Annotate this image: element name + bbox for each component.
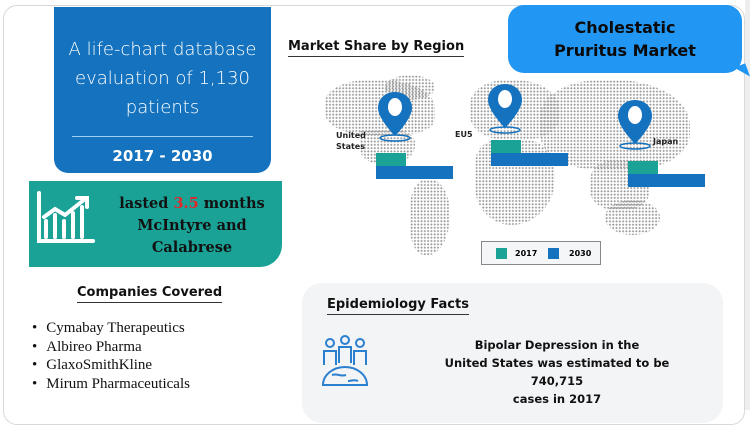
- bar-2030: [628, 174, 705, 187]
- summary-box: A life-chart database evaluation of 1,13…: [54, 7, 271, 173]
- epidemiology-fact: Bipolar Depression in the United States w…: [444, 338, 670, 406]
- epidemiology-panel: Epidemiology Facts Bipolar Depression in…: [302, 283, 723, 423]
- legend-swatch-2017: [496, 248, 507, 259]
- company-item: Albireo Pharma: [32, 338, 190, 357]
- region-label-us: United States: [336, 131, 366, 151]
- location-pin-icon: [488, 84, 522, 134]
- company-item: Cymabay Therapeutics: [32, 319, 190, 338]
- stat-box: lasted 3.5 months McIntyre and Calabrese: [29, 181, 282, 267]
- chart-legend: 2017 2030: [481, 241, 601, 265]
- legend-label-2030: 2030: [569, 249, 592, 258]
- bar-2017: [628, 161, 659, 174]
- bar-2030: [491, 153, 568, 166]
- epidemiology-heading: Epidemiology Facts: [327, 297, 469, 315]
- location-pin-icon: [378, 92, 412, 142]
- stat-source: McIntyre and Calabrese: [137, 217, 247, 256]
- summary-text: A life-chart database evaluation of 1,13…: [68, 39, 257, 118]
- bar-2017: [491, 140, 522, 153]
- company-item: GlaxoSmithKline: [32, 356, 190, 375]
- region-heading: Market Share by Region: [288, 39, 465, 57]
- bar-2017: [376, 153, 407, 166]
- stat-prefix: lasted: [119, 195, 174, 212]
- population-globe-icon: [321, 335, 369, 386]
- bar-2030: [376, 166, 453, 179]
- market-title: Cholestatic Pruritus Market: [554, 18, 696, 60]
- companies-list: Cymabay Therapeutics Albireo Pharma Glax…: [32, 319, 190, 393]
- growth-chart-icon: [37, 191, 95, 243]
- region-label-japan: Japan: [653, 137, 679, 146]
- location-pin-icon: [618, 100, 652, 150]
- market-title-bubble: Cholestatic Pruritus Market: [508, 5, 750, 81]
- period: 2017 - 2030: [112, 147, 213, 165]
- scrollbar[interactable]: [745, 0, 750, 410]
- company-item: Mirum Pharmaceuticals: [32, 375, 190, 394]
- stat-suffix: months: [198, 195, 265, 212]
- region-label-eu5: EU5: [455, 130, 473, 139]
- legend-label-2017: 2017: [515, 249, 538, 258]
- legend-swatch-2030: [548, 248, 559, 259]
- divider: [72, 136, 253, 137]
- companies-heading: Companies Covered: [77, 285, 223, 303]
- stat-value: 3.5: [173, 195, 199, 212]
